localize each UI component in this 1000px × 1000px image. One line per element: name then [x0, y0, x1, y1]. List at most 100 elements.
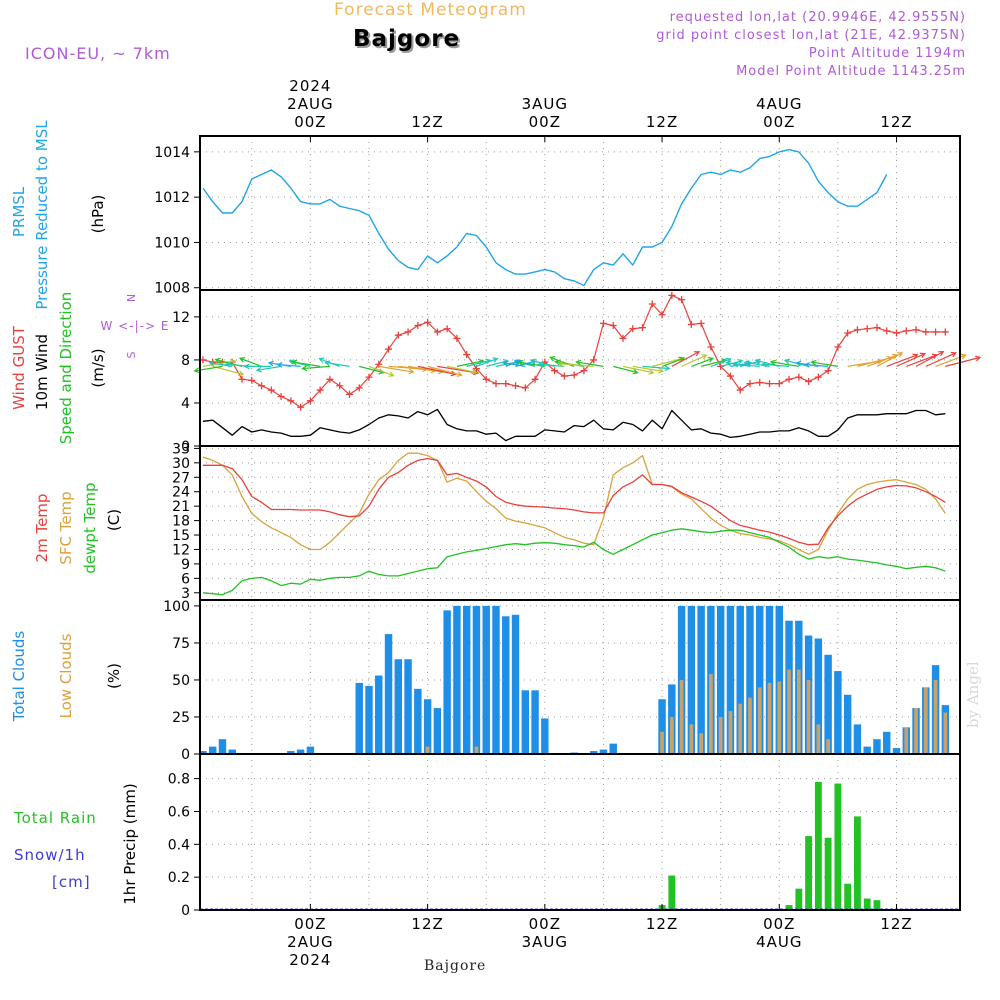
total-cloud-bar [365, 685, 373, 754]
gust-marker [355, 384, 363, 392]
total-cloud-bar [599, 749, 608, 754]
gust-marker [756, 379, 764, 387]
gust-marker [316, 386, 324, 394]
low-cloud-bar [709, 674, 713, 754]
wind-direction-arrow [325, 361, 350, 367]
gust-marker [258, 382, 266, 390]
model-name: ICON-EU, ~ 7km [25, 44, 171, 63]
gust-marker [326, 375, 334, 383]
rain-bar [834, 783, 842, 910]
wind-arrow-head [471, 368, 478, 375]
total-cloud-bar [482, 605, 490, 754]
model-altitude: Model Point Altitude 1143.25m [736, 64, 966, 79]
total-cloud-bar [541, 718, 549, 754]
wind-direction-arrow [681, 354, 707, 367]
wind-arrow-head [657, 367, 665, 374]
y-tick-label: 0 [181, 439, 190, 455]
wind-arrow-head [276, 361, 283, 368]
top-time-label: 12Z [880, 113, 912, 131]
total-cloud-bar [716, 605, 725, 754]
total-cloud-bar [863, 746, 871, 754]
total-cloud-bar [287, 751, 295, 754]
wind-arrow-head [694, 351, 701, 357]
wind-arrow-head [208, 360, 215, 367]
wind-arrow-head [732, 361, 739, 368]
wind-arrow-head [557, 361, 564, 367]
total-cloud-bar [726, 605, 735, 754]
wind-direction-arrow [538, 363, 565, 367]
wind-direction-arrow [359, 365, 384, 374]
rain-bar [854, 816, 861, 910]
compass-n: N [125, 294, 138, 302]
y-tick-label: 0.4 [168, 837, 190, 853]
total-clouds-label: Total Clouds [10, 631, 28, 723]
gust-marker [941, 328, 949, 336]
total-cloud-bar [423, 699, 432, 754]
y-tick-label: 18 [172, 514, 190, 530]
wind-direction-arrow [277, 363, 301, 367]
wind-direction-arrow [194, 365, 223, 372]
wind-direction-arrow [661, 357, 685, 367]
low-cloud-bar [943, 712, 948, 754]
total-cloud-bar [814, 638, 823, 754]
wind-arrow-head [214, 357, 221, 364]
total-cloud-bar [384, 634, 393, 754]
wind-arrow-head [769, 359, 776, 366]
total-cloud-bar [892, 748, 901, 754]
low-cloud-bar [425, 746, 430, 754]
y-tick-label: 8 [181, 353, 190, 369]
wind-direction-arrow [622, 365, 654, 374]
bottom-time-label: 12Z [880, 915, 912, 933]
wind-direction-arrow [558, 363, 594, 367]
total-cloud-bar [511, 614, 520, 754]
sfc-temp-line [202, 452, 946, 555]
direction-label: Speed and Direction [57, 292, 75, 445]
wind-direction-arrow [866, 354, 898, 367]
total-cloud-bar [843, 694, 852, 754]
wind-arrow-head [725, 360, 732, 367]
wind-direction-arrow [811, 361, 838, 367]
compass-legend: W <-|-> E [101, 319, 170, 333]
wind-arrow-head [230, 358, 237, 365]
total-cloud-bar [883, 731, 891, 754]
wind-arrow-head [388, 371, 395, 377]
wind-direction-arrow [652, 357, 683, 367]
total-cloud-bar [521, 690, 530, 754]
y-tick-label: 0.8 [168, 772, 190, 788]
rain-legend: Total Rain [13, 809, 97, 827]
wind-arrow-head [897, 352, 904, 358]
total-cloud-bar [609, 743, 617, 754]
gust-marker [443, 325, 451, 333]
gust-marker [678, 296, 686, 304]
total-cloud-bar [765, 605, 774, 754]
low-cloud-bar [689, 724, 694, 754]
wind-arrow-head [301, 365, 308, 372]
low-cloud-bar [474, 746, 479, 754]
wind-arrow-head [648, 369, 655, 375]
gust-marker [238, 375, 246, 383]
dewpt-line [202, 528, 946, 596]
total-cloud-bar [736, 605, 744, 754]
wind-arrow-head [517, 359, 524, 366]
y-tick-label: 3 [181, 586, 190, 602]
bottom-time-label: 12Z [411, 915, 443, 933]
wind-arrow-head [513, 359, 520, 366]
total-cloud-bar [404, 659, 412, 754]
wind-arrow-head [549, 356, 556, 362]
gust-marker [551, 367, 559, 375]
wind-direction-arrow [945, 356, 981, 367]
total-cloud-bar [687, 605, 696, 754]
y-tick-label: 0 [181, 747, 190, 763]
wind-direction-arrow [915, 351, 944, 367]
gust-marker [414, 322, 422, 330]
pressure-label: PRMSL [10, 186, 28, 237]
wind-direction-arrow [613, 365, 638, 374]
wind-arrow-head [919, 352, 926, 359]
wind-arrow-head [754, 358, 761, 365]
wind-direction-arrow [302, 365, 330, 370]
wind-direction-arrow [642, 365, 670, 370]
total-cloud-bar [462, 605, 471, 754]
temp-unit: (C) [105, 509, 123, 531]
total-cloud-bar [199, 751, 207, 754]
low-cloud-bar [777, 681, 782, 754]
